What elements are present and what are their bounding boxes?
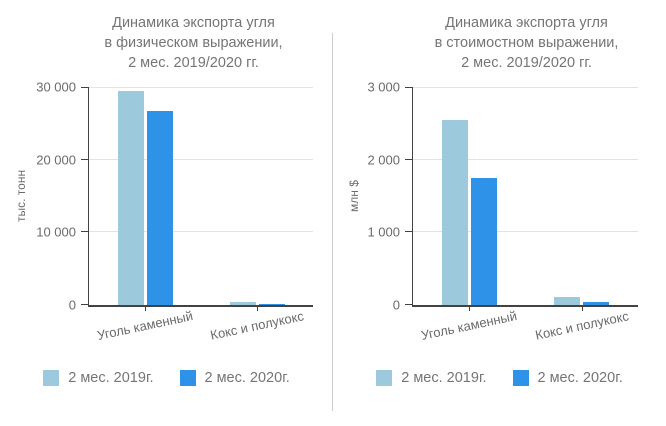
legend-swatch-icon <box>43 370 60 386</box>
y-axis-tick-label: 30 000 <box>36 79 76 95</box>
legend-swatch-icon <box>512 370 529 386</box>
legend-item-2: 2 мес. 2020г. <box>512 370 623 386</box>
gridline <box>89 87 313 88</box>
y-axis-tick-label: 2 000 <box>367 152 400 168</box>
gridline <box>413 231 638 233</box>
x-axis-tick-mark <box>469 305 471 311</box>
y-axis-tick-mark <box>81 304 88 305</box>
bar-series-2-cat-1 <box>146 110 173 305</box>
chart-panel-monetary-value: Динамика экспорта угля в стоимостном выр… <box>333 0 666 426</box>
x-axis-tick-mark <box>581 305 583 311</box>
y-axis-tick-mark <box>81 231 88 233</box>
x-axis-tick-mark <box>145 305 146 311</box>
legend: 2 мес. 2019г. 2 мес. 2020г. <box>0 370 333 386</box>
legend-item-1: 2 мес. 2019г. <box>376 370 487 386</box>
gridline <box>413 158 638 160</box>
plot-area: 0 10 000 20 000 30 000 Уголь каменный Кокс и … <box>36 80 313 343</box>
legend-swatch-icon <box>179 370 196 386</box>
y-axis-tick-label: 20 000 <box>36 152 76 168</box>
gridline <box>413 87 638 88</box>
bar-series-2-cat-2 <box>583 301 610 305</box>
y-axis-tick-mark <box>405 87 412 88</box>
legend-label: 2 мес. 2020г. <box>204 370 290 386</box>
gridline <box>89 158 313 160</box>
legend: 2 мес. 2019г. 2 мес. 2020г. <box>333 370 666 386</box>
bar-series-2-cat-2 <box>258 303 285 305</box>
y-axis-tick-label: 0 <box>68 297 76 313</box>
chart-title: Динамика экспорта угля в физическом выра… <box>104 15 283 71</box>
y-axis-tick-mark <box>81 87 88 88</box>
bar-series-2-cat-1 <box>470 177 497 305</box>
legend-item-2: 2 мес. 2020г. <box>179 370 290 386</box>
legend-label: 2 мес. 2019г. <box>68 370 154 386</box>
x-axis-tick-mark <box>257 305 258 311</box>
y-axis-tick-label: 3 000 <box>367 79 400 95</box>
chart-title: Динамика экспорта угля в стоимостном выр… <box>434 15 619 71</box>
legend-item-1: 2 мес. 2019г. <box>43 370 154 386</box>
bar-series-1-cat-1 <box>117 91 144 305</box>
y-axis-tick-label: 10 000 <box>36 224 76 240</box>
y-axis-tick-mark <box>405 231 412 233</box>
y-axis-tick-label: 0 <box>392 297 400 313</box>
y-axis-tick-mark <box>81 158 88 160</box>
y-axis-label: млн $ <box>347 180 361 212</box>
chart-panel-physical-volume: Динамика экспорта угля в физическом выра… <box>0 15 333 386</box>
y-axis-label: тыс. тонн <box>14 169 28 223</box>
legend-swatch-icon <box>376 370 393 386</box>
y-axis-tick-label: 1 000 <box>367 224 400 240</box>
panel-divider <box>332 33 333 411</box>
gridline <box>89 231 313 233</box>
bar-series-1-cat-1 <box>441 119 468 305</box>
legend-label: 2 мес. 2020г. <box>537 370 623 386</box>
bar-series-1-cat-2 <box>554 297 581 305</box>
bar-series-1-cat-2 <box>229 301 256 305</box>
legend-label: 2 мес. 2019г. <box>401 370 487 386</box>
y-axis-tick-mark <box>405 158 412 160</box>
y-axis-tick-mark <box>405 304 412 305</box>
